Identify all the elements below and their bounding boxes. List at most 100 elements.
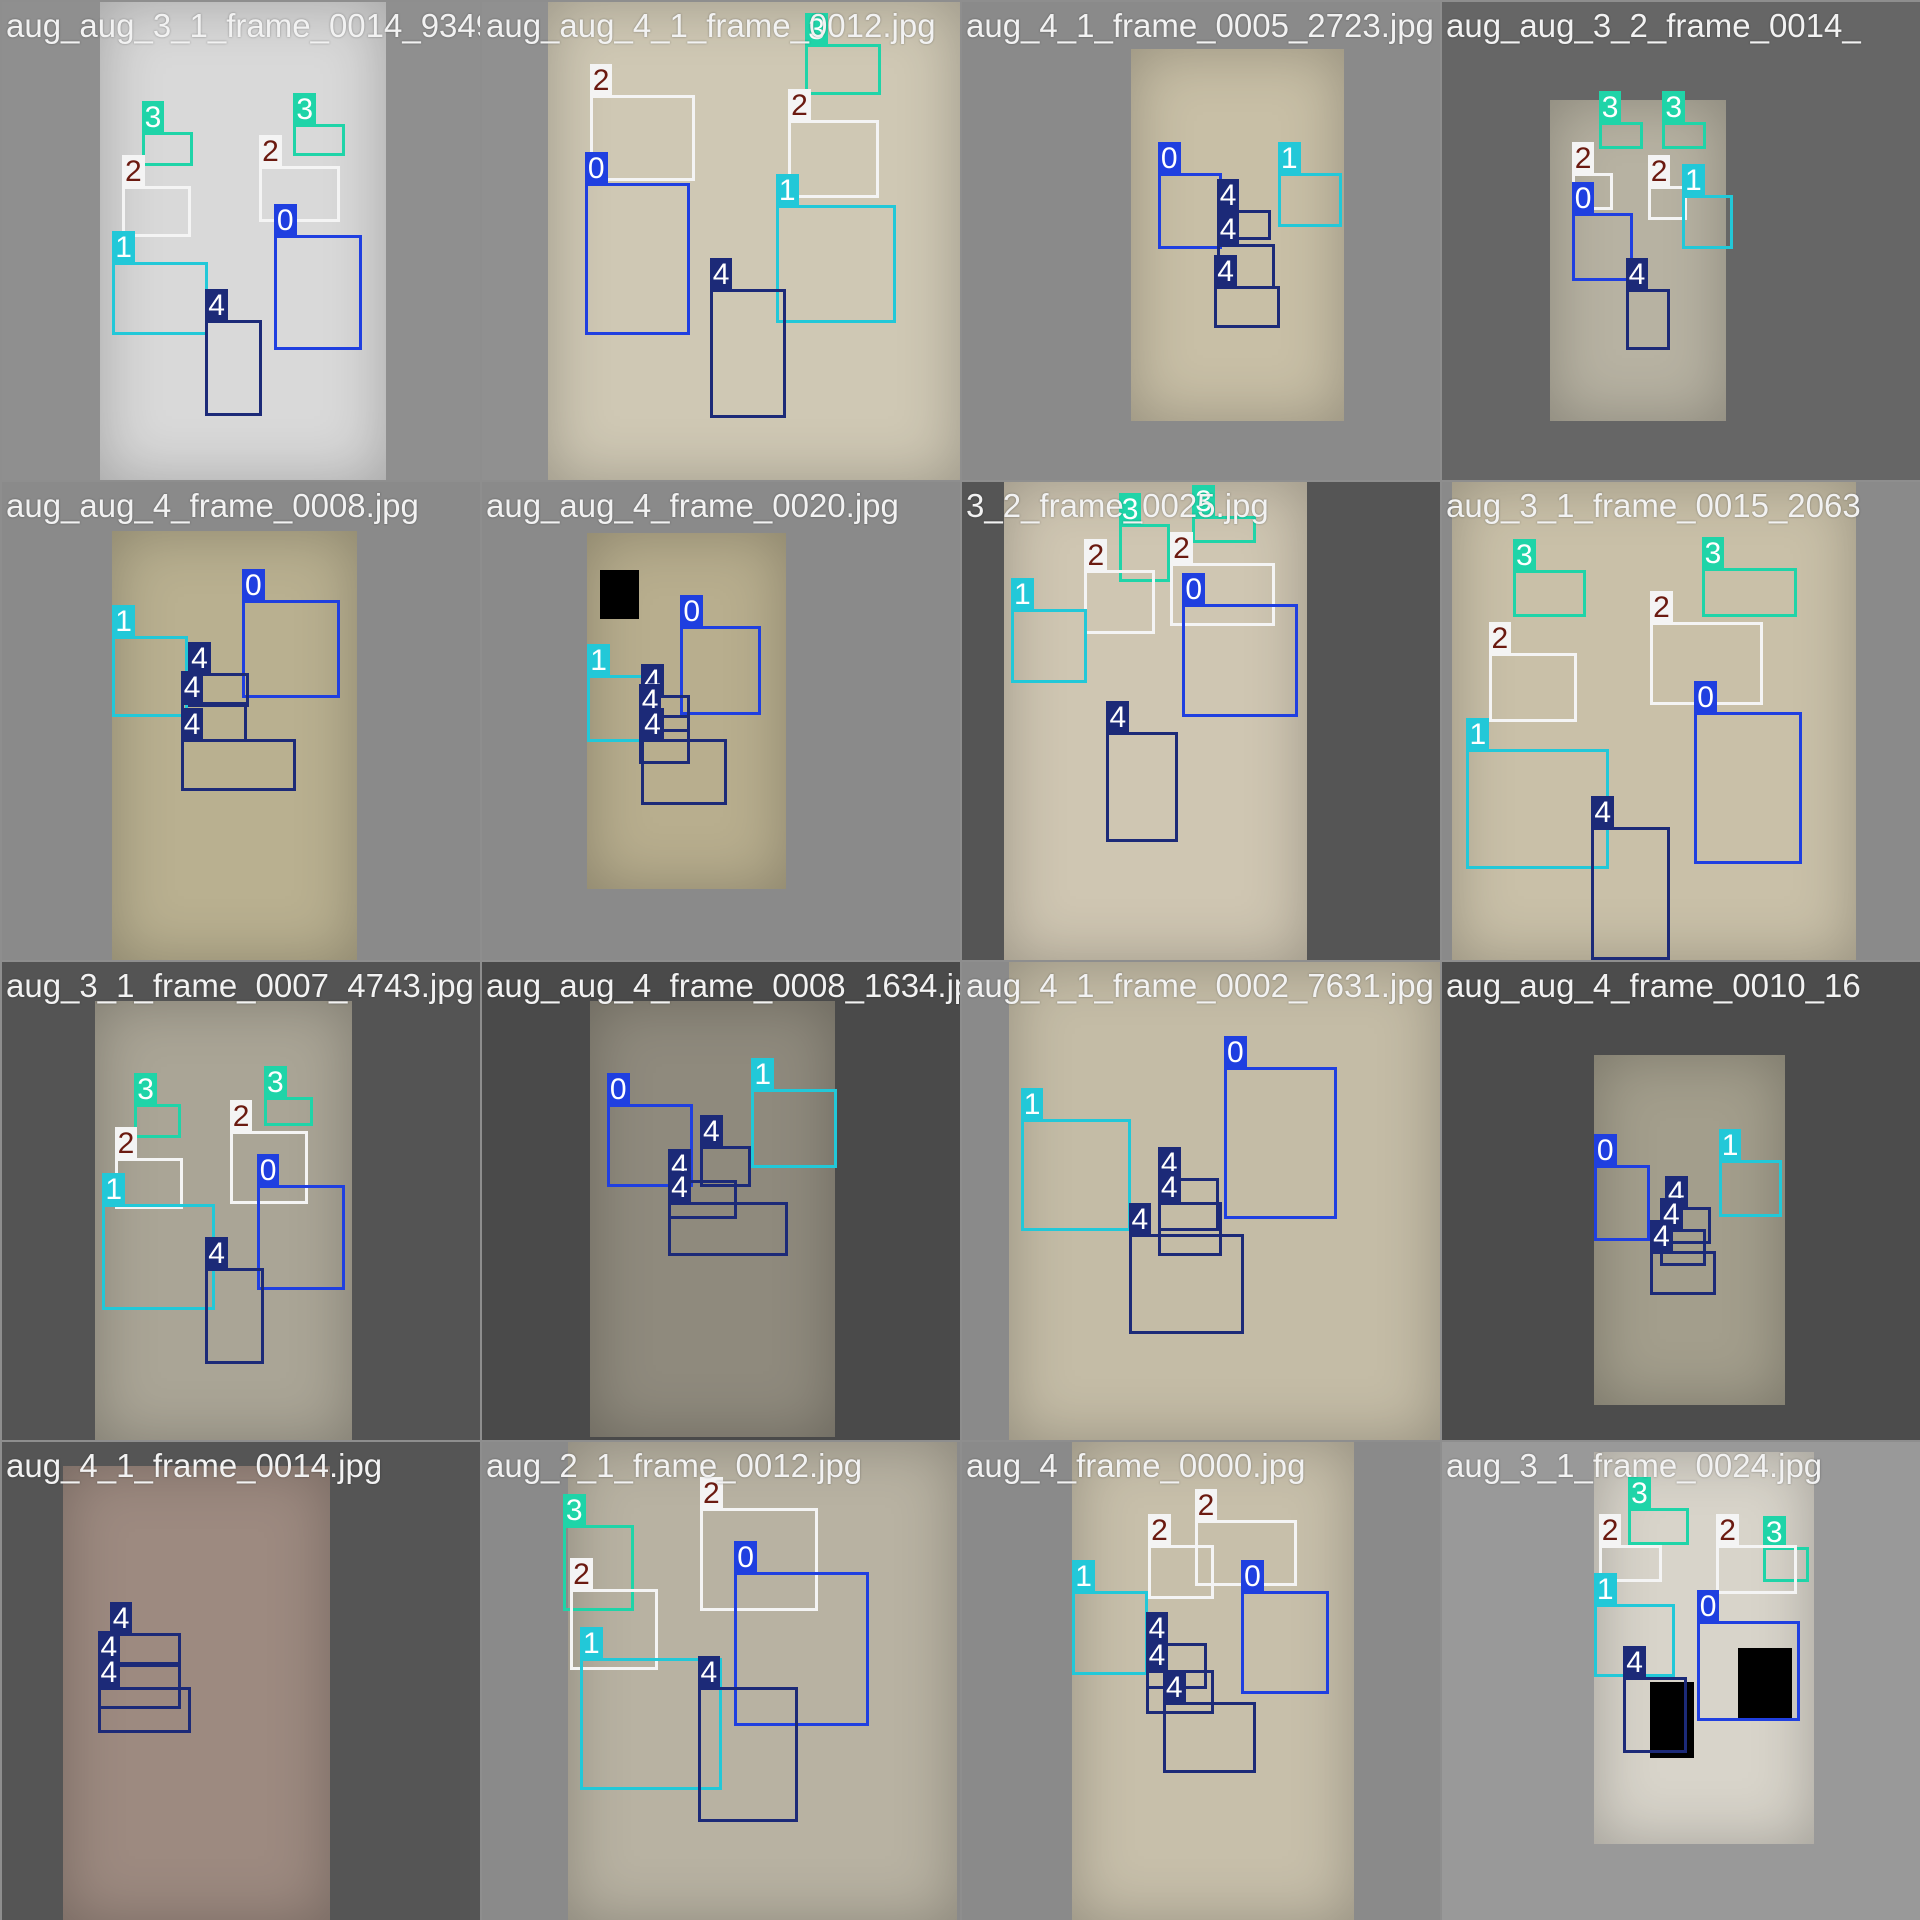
mosaic-tile: 3 2 2 0 1 4 aug_aug_4_1_frame_0012.jpg xyxy=(482,2,960,480)
bounding-box-class-4: 4 xyxy=(1591,796,1670,960)
bounding-box-class-4: 4 xyxy=(97,1655,191,1734)
bounding-box-class-1: 1 xyxy=(587,644,647,742)
bounding-box-class-3: 3 xyxy=(134,1073,181,1139)
tile-filename-label: aug_4_frame_0000.jpg xyxy=(966,1447,1306,1484)
tile-filename-label: aug_3_1_frame_0007_4743.jpg xyxy=(6,967,474,1004)
box-class-label: 3 xyxy=(1118,492,1142,527)
box-class-label: 4 xyxy=(1128,1202,1152,1237)
box-class-label: 2 xyxy=(570,1557,593,1592)
box-class-label: 1 xyxy=(1010,578,1034,613)
box-class-label: 1 xyxy=(1682,164,1705,199)
bounding-box-class-4: 4 xyxy=(1650,1219,1717,1296)
bounding-box-class-4: 4 xyxy=(180,708,296,791)
box-class-label: 2 xyxy=(259,135,282,170)
bounding-box-class-1: 1 xyxy=(579,1626,722,1790)
tile-filename-label: aug_4_1_frame_0005_2723.jpg xyxy=(966,7,1434,44)
bounding-box-class-0: 0 xyxy=(584,152,691,336)
bounding-box-class-4: 4 xyxy=(109,1602,181,1668)
bounding-box-class-4: 4 xyxy=(1157,1171,1222,1256)
mosaic-tile: 0 1 4 4 4 aug_4_1_frame_0005_2723.jpg xyxy=(962,2,1440,480)
bounding-box-class-4: 4 xyxy=(697,1655,798,1822)
bounding-box-class-0: 0 xyxy=(1224,1036,1337,1220)
box-class-label: 2 xyxy=(1170,531,1193,566)
bounding-box-class-2: 2 xyxy=(1084,539,1156,634)
box-class-label: 4 xyxy=(180,708,204,743)
bounding-box-class-0: 0 xyxy=(1694,681,1802,865)
box-class-label: 0 xyxy=(1241,1560,1264,1595)
bounding-box-class-2: 2 xyxy=(788,88,879,198)
bounding-box-class-4: 4 xyxy=(709,257,786,419)
box-class-label: 4 xyxy=(1625,257,1649,292)
box-class-label: 1 xyxy=(579,1626,603,1661)
tile-photo xyxy=(589,1001,835,1438)
box-class-label: 3 xyxy=(1628,1477,1651,1512)
mosaic-tile: 3 2 2 0 1 4 aug_2_1_frame_0012.jpg xyxy=(482,1442,960,1920)
box-class-label: 0 xyxy=(1593,1134,1617,1169)
bounding-box-class-3: 3 xyxy=(1701,536,1798,617)
box-class-label: 4 xyxy=(668,1171,691,1205)
box-class-label: 1 xyxy=(112,230,135,265)
tile-filename-label: aug_aug_4_1_frame_0012.jpg xyxy=(486,7,936,44)
bounding-box-class-4: 4 xyxy=(1162,1670,1256,1773)
bounding-box-class-0: 0 xyxy=(680,595,762,715)
tile-filename-label: aug_3_1_frame_0024.jpg xyxy=(1446,1447,1823,1484)
box-class-label: 2 xyxy=(699,1477,723,1512)
bounding-box-class-4: 4 xyxy=(1623,1646,1687,1753)
bounding-box-class-4: 4 xyxy=(188,642,250,708)
box-class-label: 3 xyxy=(1513,539,1536,574)
box-class-label: 0 xyxy=(584,152,608,187)
bounding-box-class-1: 1 xyxy=(1010,578,1087,683)
box-class-label: 2 xyxy=(1084,539,1108,574)
box-class-label: 2 xyxy=(1488,622,1512,657)
box-class-label: 1 xyxy=(775,174,799,209)
bounding-box-class-3: 3 xyxy=(1513,539,1587,617)
tile-filename-label: aug_aug_4_frame_0008_1634.jpg xyxy=(486,967,960,1004)
box-class-label: 2 xyxy=(788,88,811,123)
bounding-box-class-0: 0 xyxy=(1593,1134,1651,1242)
bounding-box-class-3: 3 xyxy=(562,1494,634,1611)
box-class-label: 3 xyxy=(1762,1516,1786,1551)
tile-filename-label: aug_aug_4_frame_0020.jpg xyxy=(486,487,899,524)
mosaic-tile: 2 2 1 0 4 4 4 aug_4_frame_0000.jpg xyxy=(962,1442,1440,1920)
bounding-box-class-0: 0 xyxy=(256,1153,345,1291)
bounding-box-class-2: 2 xyxy=(1647,154,1687,220)
box-class-label: 4 xyxy=(641,708,664,743)
bounding-box-class-2: 2 xyxy=(1148,1513,1215,1599)
bounding-box-class-4: 4 xyxy=(205,289,262,416)
box-class-label: 4 xyxy=(1157,1171,1181,1205)
box-class-label: 3 xyxy=(141,100,165,135)
bounding-box-class-2: 2 xyxy=(699,1477,818,1611)
tile-filename-label: aug_aug_3_1_frame_0014_9349.jpg xyxy=(6,7,480,44)
box-class-label: 4 xyxy=(1216,213,1240,248)
bounding-box-class-4: 4 xyxy=(668,1171,789,1256)
tile-filename-label: aug_aug_4_frame_0008.jpg xyxy=(6,487,419,524)
box-class-label: 2 xyxy=(1148,1513,1171,1548)
bounding-box-class-3: 3 xyxy=(1598,91,1643,149)
box-class-label: 4 xyxy=(97,1655,121,1690)
mosaic-tile: 1 0 4 4 4 aug_aug_4_frame_0008.jpg xyxy=(2,482,480,960)
bounding-box-class-3: 3 xyxy=(1662,91,1707,149)
box-class-label: 0 xyxy=(1571,181,1595,216)
mosaic-tile: 3 3 2 2 0 1 4 aug_aug_3_2_frame_0014_ xyxy=(1442,2,1920,480)
mosaic-tile: 1 0 4 4 4 aug_aug_4_frame_0020.jpg xyxy=(482,482,960,960)
box-class-label: 0 xyxy=(1224,1036,1247,1071)
bounding-box-class-3: 3 xyxy=(1628,1477,1690,1545)
box-class-label: 2 xyxy=(589,64,613,99)
box-class-label: 4 xyxy=(1162,1670,1186,1705)
box-class-label: 3 xyxy=(293,93,317,128)
bounding-box-class-4: 4 xyxy=(1625,257,1670,350)
bounding-box-class-2: 2 xyxy=(259,135,340,223)
box-class-label: 1 xyxy=(1593,1572,1617,1607)
box-class-label: 4 xyxy=(1623,1646,1646,1681)
tile-photo xyxy=(548,2,960,480)
box-class-label: 4 xyxy=(1650,1219,1673,1254)
box-class-label: 3 xyxy=(562,1494,586,1529)
mask-block xyxy=(1738,1647,1793,1722)
bounding-box-class-1: 1 xyxy=(1277,142,1342,228)
bounding-box-class-3: 3 xyxy=(1118,492,1171,583)
box-class-label: 0 xyxy=(734,1540,757,1575)
tile-filename-label: aug_2_1_frame_0012.jpg xyxy=(486,1447,863,1484)
box-class-label: 4 xyxy=(180,671,204,706)
